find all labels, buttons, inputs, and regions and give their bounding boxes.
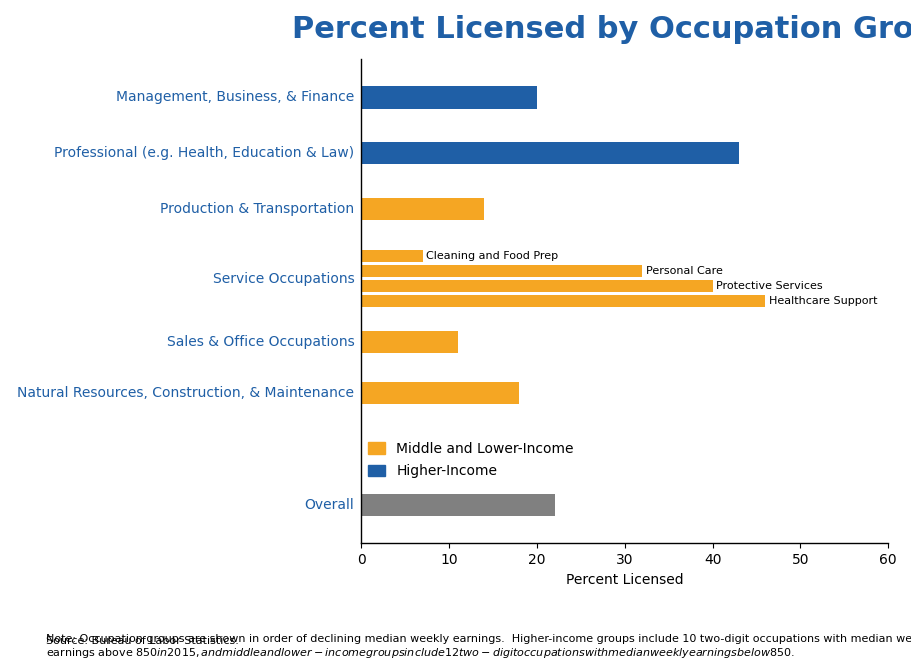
Text: Sales & Office Occupations: Sales & Office Occupations (167, 334, 354, 349)
Text: Source: Bureau of Labor Statistics.: Source: Bureau of Labor Statistics. (46, 637, 238, 646)
Bar (361, 87, 537, 108)
Text: Protective Services: Protective Services (715, 281, 822, 291)
Bar (361, 250, 423, 262)
Text: Note: Occupation groups are shown in order of declining median weekly earnings. : Note: Occupation groups are shown in ord… (46, 634, 911, 660)
Bar (361, 198, 484, 220)
Text: Healthcare Support: Healthcare Support (768, 296, 876, 306)
Bar (361, 382, 519, 405)
Title: Percent Licensed by Occupation Group: Percent Licensed by Occupation Group (292, 15, 911, 44)
Text: Personal Care: Personal Care (645, 266, 722, 276)
Text: Natural Resources, Construction, & Maintenance: Natural Resources, Construction, & Maint… (17, 386, 354, 400)
X-axis label: Percent Licensed: Percent Licensed (566, 572, 683, 586)
Text: Management, Business, & Finance: Management, Business, & Finance (116, 91, 354, 104)
Bar (361, 280, 711, 292)
Bar (361, 142, 738, 165)
Bar (361, 494, 554, 516)
Text: Service Occupations: Service Occupations (212, 272, 354, 286)
Legend: Middle and Lower-Income, Higher-Income: Middle and Lower-Income, Higher-Income (368, 442, 573, 478)
Text: Overall: Overall (304, 498, 354, 512)
Bar (361, 265, 641, 277)
Text: Cleaning and Food Prep: Cleaning and Food Prep (426, 251, 558, 261)
Bar (361, 330, 457, 353)
Text: Production & Transportation: Production & Transportation (160, 202, 354, 216)
Bar (361, 295, 764, 307)
Text: Professional (e.g. Health, Education & Law): Professional (e.g. Health, Education & L… (55, 146, 354, 160)
